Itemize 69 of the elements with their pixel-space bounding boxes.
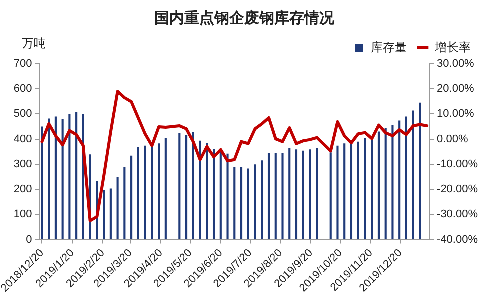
bar [48, 118, 50, 240]
y-tick-label: 700 [14, 58, 32, 70]
bar [130, 156, 133, 240]
bar [186, 136, 188, 240]
bar [412, 110, 414, 240]
bar [226, 154, 229, 240]
y2-tick-label: -30.00% [437, 208, 478, 221]
y-tick-label: 0 [26, 234, 32, 246]
bar [302, 150, 304, 240]
bar [350, 143, 353, 240]
bar [178, 133, 181, 240]
bar [364, 138, 366, 240]
bar [158, 144, 160, 240]
bar [254, 164, 256, 240]
bar [295, 150, 298, 240]
bar [62, 119, 64, 240]
bar [124, 167, 126, 240]
y-tick-label: 100 [14, 208, 32, 221]
bar [137, 147, 140, 240]
bar [309, 150, 312, 240]
bar [405, 116, 408, 240]
bar [247, 168, 250, 240]
bar [110, 188, 112, 240]
y-axis-title: 万吨 [22, 36, 46, 50]
bar [316, 148, 318, 240]
bar [41, 126, 44, 240]
bar [384, 128, 387, 240]
bar [357, 142, 360, 240]
bar [274, 153, 277, 240]
legend-label: 库存量 [371, 40, 407, 54]
bar [282, 153, 284, 240]
bar [268, 153, 270, 240]
y2-tick-label: 20.00% [437, 83, 475, 96]
bar [192, 132, 194, 240]
bar [68, 114, 71, 240]
bar [54, 116, 57, 240]
y2-tick-label: -10.00% [437, 158, 478, 170]
bar [234, 167, 236, 240]
bar [330, 152, 332, 240]
y-tick-label: 400 [14, 133, 32, 146]
y-tick-label: 500 [14, 108, 32, 120]
y2-tick-label: 0.00% [437, 133, 468, 146]
bar [344, 144, 346, 240]
bar [212, 149, 216, 240]
bar [240, 167, 243, 240]
y-tick-label: 300 [14, 158, 32, 170]
legend-label: 增长率 [434, 40, 471, 54]
bar [392, 126, 394, 240]
y2-tick-label: -20.00% [437, 184, 478, 196]
bar [261, 160, 264, 240]
bar [151, 146, 154, 240]
bar [199, 140, 202, 240]
bar [76, 112, 78, 240]
bar [288, 148, 291, 240]
y-tick-label: 200 [14, 184, 32, 196]
y-tick-label: 600 [14, 83, 32, 96]
bar [206, 143, 208, 240]
bar [116, 177, 119, 240]
y2-tick-label: 10.00% [437, 108, 475, 120]
bar [164, 138, 167, 240]
bar [144, 146, 146, 240]
bar [378, 132, 380, 240]
bar [103, 190, 106, 240]
y2-tick-label: 30.00% [437, 58, 475, 70]
chart-title: 国内重点钢企废钢库存情况 [154, 9, 336, 28]
bar [336, 146, 339, 240]
bar [419, 102, 422, 240]
y2-tick-label: -40.00% [437, 234, 478, 246]
bar [398, 120, 401, 240]
